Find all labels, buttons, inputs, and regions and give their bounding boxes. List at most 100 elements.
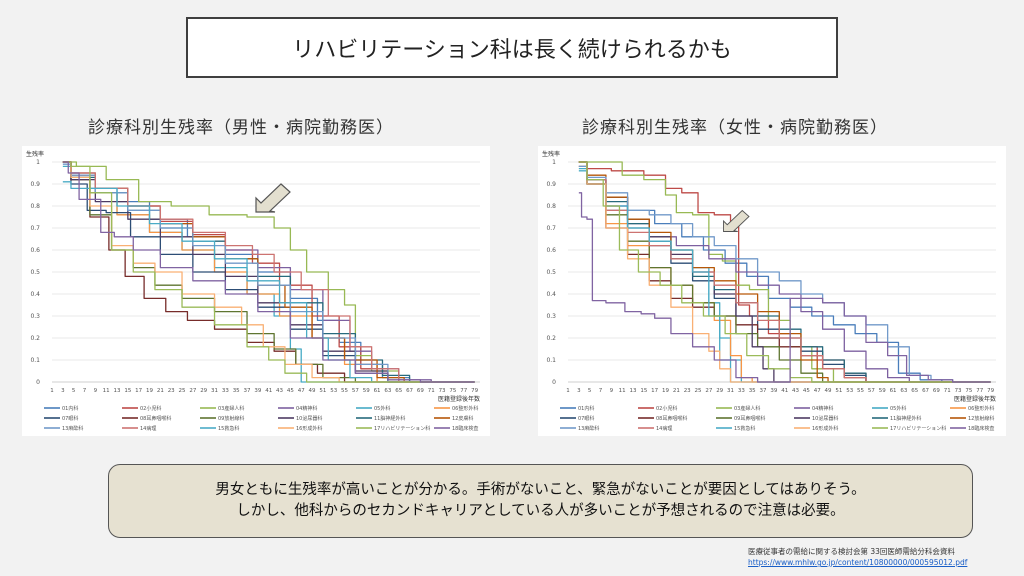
y-tick-label: 0.1 (30, 357, 40, 364)
x-tick-label: 15 (124, 388, 131, 394)
x-tick-label: 43 (792, 388, 799, 394)
series-line (578, 170, 991, 383)
y-axis-label: 生残率 (542, 150, 560, 158)
legend-label: 06整形外科 (968, 405, 994, 412)
x-tick-label: 71 (944, 388, 951, 394)
x-tick-label: 25 (695, 388, 702, 394)
source-link[interactable]: https://www.mhlw.go.jp/content/10800000/… (748, 558, 968, 567)
x-tick-label: 25 (179, 388, 186, 394)
legend-label: 04精神科 (812, 405, 833, 412)
series-line (62, 161, 475, 383)
chart-title-male: 診療科別生残率（男性・病院勤務医） (88, 118, 394, 138)
y-tick-label: 0.5 (30, 269, 40, 276)
x-tick-label: 67 (406, 388, 413, 394)
y-tick-label: 0 (36, 379, 40, 386)
x-tick-label: 75 (965, 388, 972, 394)
x-tick-label: 53 (330, 388, 337, 394)
x-tick-label: 49 (825, 388, 832, 394)
series-line (578, 165, 991, 383)
y-tick-label: 0.8 (546, 203, 556, 210)
y-tick-label: 0.6 (30, 247, 40, 254)
x-tick-label: 55 (341, 388, 348, 394)
y-tick-label: 0.9 (30, 181, 40, 188)
y-tick-label: 0.2 (30, 335, 40, 342)
legend-label: 05外科 (890, 405, 906, 412)
x-tick-label: 5 (72, 388, 76, 394)
x-tick-label: 3 (577, 388, 581, 394)
series-line (62, 161, 475, 383)
legend-label: 14病理 (656, 425, 672, 432)
x-tick-label: 55 (857, 388, 864, 394)
x-tick-label: 23 (684, 388, 691, 394)
legend-label: 07眼科 (62, 415, 78, 422)
legend-label: 17リハビリテーション科 (890, 425, 946, 432)
x-tick-label: 79 (471, 388, 478, 394)
series-line (62, 161, 475, 383)
x-tick-label: 37 (244, 388, 251, 394)
x-tick-label: 77 (976, 388, 983, 394)
legend-label: 05外科 (374, 405, 390, 412)
x-tick-label: 77 (460, 388, 467, 394)
y-tick-label: 0.9 (546, 181, 556, 188)
legend-label: 11脳神経外科 (374, 415, 405, 422)
x-tick-label: 27 (705, 388, 712, 394)
legend-label: 09耳鼻咽喉科 (734, 415, 765, 422)
x-tick-label: 11 (103, 388, 110, 394)
x-tick-label: 51 (319, 388, 326, 394)
x-tick-label: 17 (135, 388, 142, 394)
legend-label: 13麻酔科 (578, 425, 599, 432)
x-tick-label: 13 (630, 388, 637, 394)
x-tick-label: 1 (50, 388, 54, 394)
x-tick-label: 33 (222, 388, 229, 394)
y-tick-label: 0 (552, 379, 556, 386)
legend-label: 12放射線科 (968, 415, 994, 422)
x-tick-label: 45 (287, 388, 294, 394)
x-tick-label: 73 (955, 388, 962, 394)
legend-label: 04精神科 (296, 405, 317, 412)
legend-label: 18臨床検査 (968, 425, 994, 432)
x-tick-label: 59 (363, 388, 370, 394)
series-line (578, 165, 991, 383)
x-tick-label: 57 (352, 388, 359, 394)
x-tick-label: 11 (619, 388, 626, 394)
legend-label: 01内科 (578, 405, 594, 412)
x-tick-label: 35 (233, 388, 240, 394)
series-line (578, 161, 991, 383)
conclusion-note: 男女ともに生残率が高いことが分かる。手術がないこと、緊急がないことが要因としては… (108, 464, 973, 538)
x-tick-label: 9 (94, 388, 98, 394)
x-tick-label: 23 (168, 388, 175, 394)
x-tick-label: 75 (449, 388, 456, 394)
legend-label: 16形成外科 (296, 425, 322, 432)
legend-label: 03産婦人科 (734, 405, 760, 412)
x-tick-label: 63 (900, 388, 907, 394)
x-tick-label: 69 (417, 388, 424, 394)
y-tick-label: 0.3 (30, 313, 40, 320)
legend-label: 10泌尿器科 (812, 415, 838, 422)
legend-label: 02小児科 (140, 405, 161, 412)
x-tick-label: 7 (83, 388, 87, 394)
x-tick-label: 51 (835, 388, 842, 394)
y-tick-label: 0.7 (30, 225, 40, 232)
x-tick-label: 63 (384, 388, 391, 394)
series-line (62, 161, 475, 383)
x-tick-label: 65 (911, 388, 918, 394)
x-tick-label: 41 (781, 388, 788, 394)
legend-label: 11脳神経外科 (890, 415, 921, 422)
x-axis-label: 医籍登録後年数 (954, 395, 996, 403)
arrow-down-left-icon (255, 183, 291, 213)
note-line-1: 男女ともに生残率が高いことが分かる。手術がないこと、緊急がないことが要因としては… (215, 482, 866, 498)
legend-label: 01内科 (62, 405, 78, 412)
x-tick-label: 53 (846, 388, 853, 394)
legend-label: 10泌尿器科 (296, 415, 322, 422)
arrow-down-left-icon (723, 209, 750, 232)
x-tick-label: 19 (662, 388, 669, 394)
x-tick-label: 13 (114, 388, 121, 394)
source-citation: 医療従事者の需給に関する検討会第 33回医師需給分科会資料 https://ww… (748, 546, 967, 568)
y-tick-label: 0.7 (546, 225, 556, 232)
series-line (578, 165, 991, 383)
x-tick-label: 43 (276, 388, 283, 394)
legend-label: 02小児科 (656, 405, 677, 412)
x-tick-label: 31 (211, 388, 218, 394)
series-line (62, 161, 475, 383)
x-tick-label: 59 (879, 388, 886, 394)
